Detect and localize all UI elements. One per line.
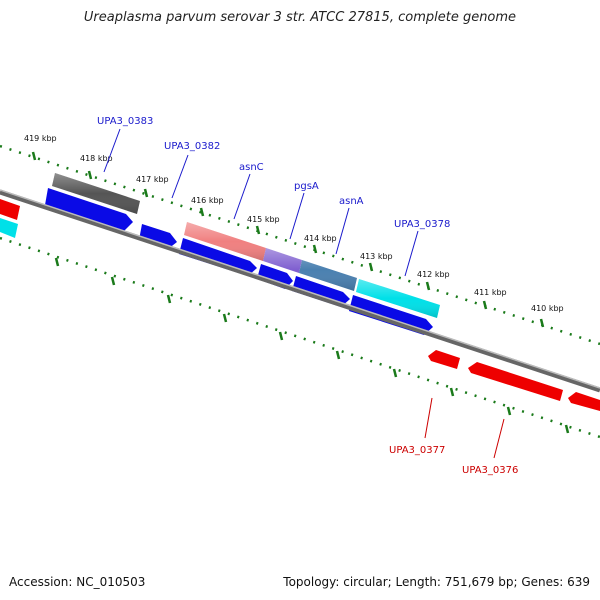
major-tick bbox=[368, 262, 374, 272]
map-title: Ureaplasma parvum serovar 3 str. ATCC 27… bbox=[83, 10, 517, 25]
major-tick bbox=[425, 281, 431, 291]
major-tick bbox=[199, 207, 205, 217]
forward-gene-arrow bbox=[45, 188, 133, 231]
forward-genes[interactable] bbox=[0, 188, 433, 335]
forward-gene-arrow bbox=[257, 264, 293, 289]
genome-backbone bbox=[0, 189, 600, 393]
reverse-gene-arrow bbox=[468, 362, 563, 401]
lower-gene-labels: UPA3_0377 UPA3_0376 bbox=[389, 445, 518, 476]
tick-label: 417 kbp bbox=[136, 175, 169, 184]
accession-text: Accession: NC_010503 bbox=[9, 575, 146, 589]
reverse-gene-arrow bbox=[568, 392, 600, 411]
tick-label: 410 kbp bbox=[531, 304, 564, 313]
gene-label-upa3-0382: UPA3_0382 bbox=[164, 141, 220, 152]
forward-gene-arrow bbox=[292, 276, 350, 307]
tick-label: 415 kbp bbox=[247, 215, 280, 224]
forward-gene-cyan-left-edge bbox=[0, 218, 18, 238]
gene-label-upa3-0378: UPA3_0378 bbox=[394, 219, 450, 230]
lower-leader-lines bbox=[424, 397, 505, 459]
upper-gene-labels: UPA3_0383 UPA3_0382 asnC pgsA asnA UPA3_… bbox=[97, 116, 450, 230]
tick-label: 411 kbp bbox=[474, 288, 507, 297]
tick-label: 418 kbp bbox=[80, 154, 113, 163]
major-tick bbox=[482, 300, 488, 310]
gene-label-upa3-0383: UPA3_0383 bbox=[97, 116, 153, 127]
forward-gene-arrow-left-edge bbox=[0, 199, 20, 220]
forward-gene-arrow bbox=[179, 238, 257, 276]
major-tick bbox=[143, 188, 149, 198]
major-tick bbox=[31, 151, 37, 161]
gene-label-pgsa: pgsA bbox=[294, 181, 319, 192]
forward-gene-arrow bbox=[349, 295, 433, 335]
major-tick bbox=[312, 244, 318, 254]
feature-band-outer[interactable] bbox=[52, 173, 440, 318]
upper-leader-lines bbox=[103, 128, 419, 277]
scale-labels: 419 kbp 418 kbp 417 kbp 416 kbp 415 kbp … bbox=[24, 134, 564, 313]
gene-label-asnc: asnC bbox=[239, 162, 264, 173]
reverse-gene-arrow bbox=[428, 350, 460, 369]
major-tick bbox=[335, 350, 341, 360]
major-tick bbox=[54, 257, 60, 267]
major-tick bbox=[278, 331, 284, 341]
major-tick bbox=[110, 276, 116, 286]
tick-label: 414 kbp bbox=[304, 234, 337, 243]
major-tick bbox=[539, 318, 545, 328]
major-tick bbox=[564, 424, 570, 434]
major-tick bbox=[222, 313, 228, 323]
reverse-genes[interactable] bbox=[428, 350, 600, 411]
major-tick bbox=[166, 294, 172, 304]
outer-scale-ring bbox=[0, 144, 600, 346]
tick-label: 419 kbp bbox=[24, 134, 57, 143]
major-tick bbox=[506, 406, 512, 416]
major-tick bbox=[255, 225, 261, 235]
gene-label-upa3-0377: UPA3_0377 bbox=[389, 445, 445, 456]
gene-label-upa3-0376: UPA3_0376 bbox=[462, 465, 518, 476]
tick-label: 413 kbp bbox=[360, 252, 393, 261]
tick-label: 416 kbp bbox=[191, 196, 224, 205]
major-tick bbox=[87, 170, 93, 180]
genome-summary-text: Topology: circular; Length: 751,679 bp; … bbox=[283, 575, 590, 589]
major-tick bbox=[449, 387, 455, 397]
tick-label: 412 kbp bbox=[417, 270, 450, 279]
major-tick bbox=[392, 368, 398, 378]
gene-label-asna: asnA bbox=[339, 196, 364, 207]
inner-scale-ring bbox=[0, 236, 600, 439]
